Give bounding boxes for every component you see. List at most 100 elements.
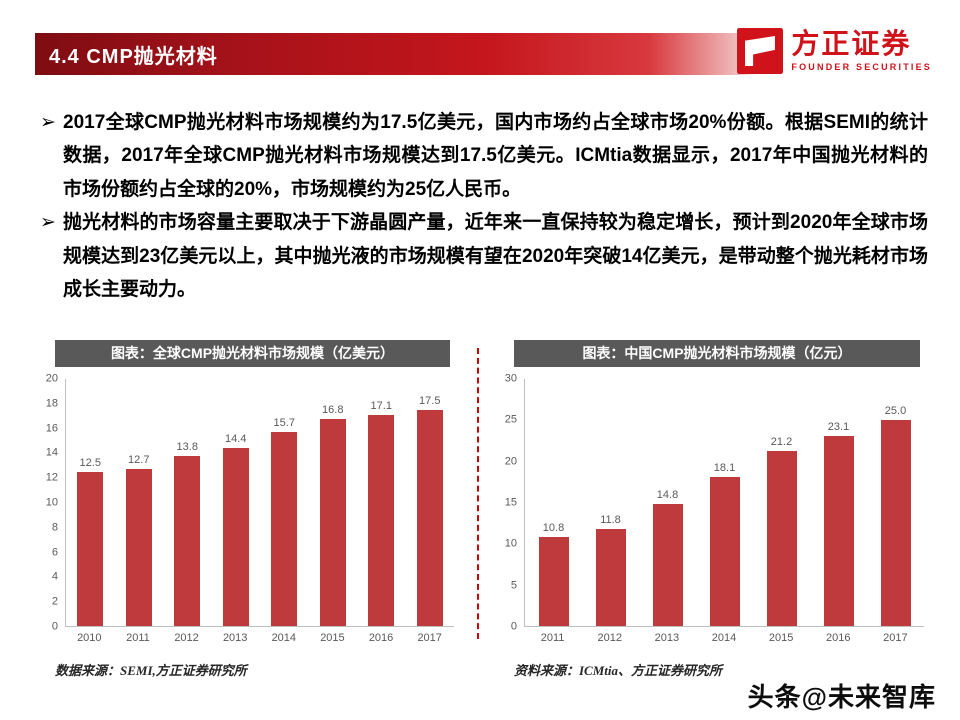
bar-value-label: 14.8: [656, 489, 679, 502]
bar: [222, 448, 249, 626]
bar-value-label: 23.1: [827, 420, 850, 433]
bar-2010: 12.5: [66, 379, 115, 626]
bar-2013: 14.4: [212, 379, 261, 626]
bar-2011: 12.7: [115, 379, 164, 626]
plot-area-global: 12.5 12.7 13.8 14.4 15.7 16.8 17.1 17.5: [65, 379, 454, 627]
bar-value-label: 12.7: [128, 454, 150, 467]
x-tick-label: 2015: [768, 632, 794, 644]
bullet-list: ➢ 2017全球CMP抛光材料市场规模约为17.5亿美元，国内市场约占全球市场2…: [40, 106, 928, 307]
bar-value-label: 10.8: [542, 522, 565, 535]
watermark: 头条@未来智库: [747, 682, 936, 712]
bar: [880, 420, 911, 626]
bar: [174, 455, 201, 626]
bar-2014: 15.7: [260, 379, 309, 626]
bar-2017: 25.0: [867, 379, 924, 626]
bar-value-label: 13.8: [176, 440, 198, 453]
bar-value-label: 14.4: [225, 433, 247, 446]
y-tick-label: 16: [45, 422, 58, 435]
y-tick-label: 18: [45, 397, 58, 410]
x-axis-labels-china: 2011 2012 2013 2014 2015 2016 2017: [524, 627, 932, 644]
y-tick-label: 10: [504, 537, 517, 550]
bar-value-label: 16.8: [322, 403, 344, 416]
y-tick-label: 14: [45, 446, 58, 459]
bar-2014: 18.1: [696, 379, 753, 626]
plot-area-china: 10.8 11.8 14.8 18.1 21.2 23.1 25.0: [524, 379, 924, 627]
section-header-banner: 4.4 CMP抛光材料: [35, 33, 757, 75]
y-tick-label: 2: [51, 595, 58, 608]
bar-value-label: 11.8: [600, 513, 621, 526]
bullet-text-2: 抛光材料的市场容量主要取决于下游晶圆产量，近年来一直保持较为稳定增长，预计到20…: [63, 212, 928, 301]
x-tick-label: 2014: [711, 632, 737, 644]
bar: [595, 528, 626, 626]
bar-2017: 17.5: [406, 379, 455, 626]
y-axis-global: 0 2 4 6 8 10 12 14 16 18 20: [35, 373, 65, 632]
y-tick-label: 0: [510, 620, 517, 633]
y-axis-china: 0 5 10 15 20 25 30: [494, 373, 524, 632]
bar: [368, 414, 395, 626]
section-title: 4.4 CMP抛光材料: [49, 45, 218, 68]
y-tick-label: 25: [504, 413, 517, 426]
chart-title-china: 图表：中国CMP抛光材料市场规模（亿元）: [514, 340, 920, 367]
x-tick-label: 2016: [368, 632, 394, 644]
y-tick-label: 4: [51, 570, 58, 583]
x-tick-label: 2010: [77, 632, 102, 644]
dashed-divider: [477, 348, 479, 639]
bullet-item-1: ➢ 2017全球CMP抛光材料市场规模约为17.5亿美元，国内市场约占全球市场2…: [40, 106, 928, 206]
bar-2013: 14.8: [639, 379, 696, 626]
bar: [416, 409, 443, 626]
founder-securities-logo: 方正证券 FOUNDER SECURITIES: [737, 28, 932, 74]
bar-value-label: 17.5: [419, 394, 441, 407]
founder-logo-icon: [737, 28, 784, 74]
bar: [823, 435, 854, 626]
source-note-china: 资料来源：ICMtia、方正证券研究所: [514, 663, 723, 678]
x-tick-label: 2012: [597, 632, 622, 644]
y-tick-label: 20: [45, 372, 58, 385]
bar-2016: 17.1: [357, 379, 406, 626]
x-axis-labels-global: 2010 2011 2012 2013 2014 2015 2016 2017: [65, 627, 462, 644]
x-tick-label: 2012: [174, 632, 199, 644]
x-tick-label: 2011: [540, 632, 565, 644]
bar: [271, 432, 298, 626]
bar-2011: 10.8: [525, 379, 582, 626]
chart-china-cmp-market: 图表：中国CMP抛光材料市场规模（亿元） 0 5 10 15 20 25 30 10.8 11…: [494, 340, 932, 679]
bar: [766, 451, 797, 626]
bar-2016: 23.1: [810, 379, 867, 626]
bullet-text-1: 2017全球CMP抛光材料市场规模约为17.5亿美元，国内市场约占全球市场20%…: [63, 112, 928, 200]
x-tick-label: 2017: [883, 632, 908, 644]
x-tick-label: 2014: [271, 632, 297, 644]
x-tick-label: 2017: [417, 632, 442, 644]
bar: [652, 504, 683, 626]
y-tick-label: 30: [504, 372, 517, 385]
brand-name-en: FOUNDER SECURITIES: [791, 62, 932, 73]
bar: [77, 471, 104, 626]
y-tick-label: 15: [504, 496, 517, 509]
bar-2015: 21.2: [753, 379, 810, 626]
bar-value-label: 15.7: [273, 417, 295, 430]
brand-name-cn: 方正证券: [791, 28, 912, 59]
x-tick-label: 2015: [320, 632, 345, 644]
y-tick-label: 12: [45, 471, 58, 484]
bar: [125, 469, 152, 626]
y-tick-label: 6: [51, 546, 58, 559]
bar-value-label: 12.5: [79, 456, 101, 469]
bullet-arrow-icon: ➢: [40, 212, 56, 234]
x-tick-label: 2011: [126, 632, 150, 644]
bar: [319, 418, 346, 626]
bar: [709, 476, 740, 626]
bar-value-label: 21.2: [770, 436, 793, 449]
logo-texts: 方正证券 FOUNDER SECURITIES: [791, 28, 932, 72]
chart-body-china: 0 5 10 15 20 25 30 10.8 11.8 14.8 18.1 21.2 23.1 25.…: [494, 373, 932, 632]
x-tick-label: 2013: [654, 632, 680, 644]
bar-value-label: 17.1: [370, 399, 392, 412]
chart-title-global: 图表：全球CMP抛光材料市场规模（亿美元）: [55, 340, 450, 367]
bar: [538, 537, 569, 626]
bar-2012: 13.8: [163, 379, 212, 626]
y-tick-label: 0: [51, 620, 58, 633]
bar-2012: 11.8: [582, 379, 639, 626]
y-tick-label: 5: [510, 579, 517, 592]
y-tick-label: 20: [504, 455, 517, 468]
chart-body-global: 0 2 4 6 8 10 12 14 16 18 20 12.5 12.7 13.8 14.4 15.7 16…: [35, 373, 462, 632]
bullet-item-2: ➢ 抛光材料的市场容量主要取决于下游晶圆产量，近年来一直保持较为稳定增长，预计到…: [40, 206, 928, 306]
bar-value-label: 25.0: [884, 405, 907, 418]
bar-value-label: 18.1: [713, 461, 736, 474]
